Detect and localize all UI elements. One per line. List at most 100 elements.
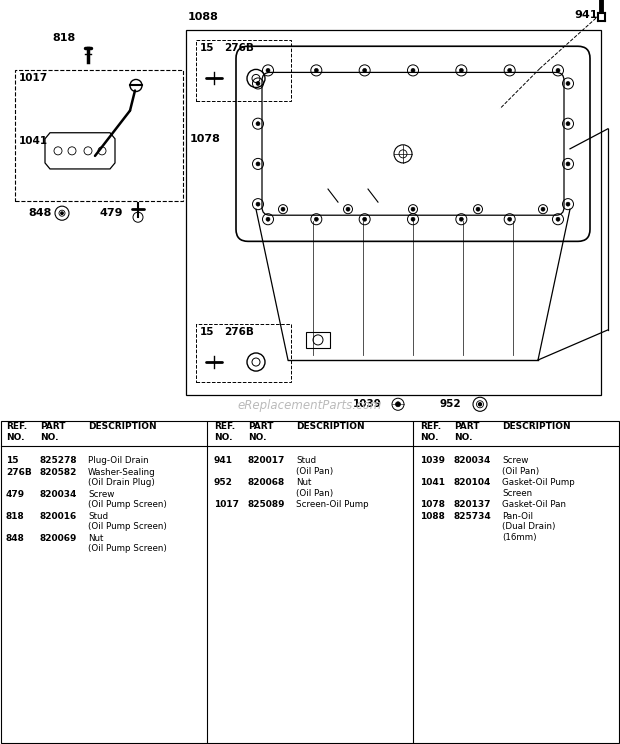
Text: 952: 952 xyxy=(440,400,462,409)
Text: 276B: 276B xyxy=(224,43,254,54)
Text: 818: 818 xyxy=(6,512,25,521)
Text: 1041: 1041 xyxy=(19,136,48,146)
Text: 1078: 1078 xyxy=(420,500,445,510)
Text: PART
NO.: PART NO. xyxy=(248,423,273,442)
Text: 479: 479 xyxy=(100,208,123,218)
Text: 1039: 1039 xyxy=(353,400,382,409)
Text: 820016: 820016 xyxy=(40,512,78,521)
Text: (Dual Drain)
(16mm): (Dual Drain) (16mm) xyxy=(502,522,556,542)
Text: (Oil Pump Screen): (Oil Pump Screen) xyxy=(88,544,167,554)
Circle shape xyxy=(346,207,350,211)
Bar xyxy=(196,324,291,382)
Circle shape xyxy=(476,207,480,211)
Circle shape xyxy=(411,207,415,211)
Circle shape xyxy=(411,217,415,221)
Circle shape xyxy=(256,81,260,86)
Text: 848: 848 xyxy=(28,208,51,218)
Text: (Oil Pan): (Oil Pan) xyxy=(502,466,539,476)
Text: Gasket-Oil Pump: Gasket-Oil Pump xyxy=(502,478,575,487)
Text: Stud: Stud xyxy=(296,456,316,465)
Text: DESCRIPTION: DESCRIPTION xyxy=(88,423,157,432)
Text: Nut: Nut xyxy=(88,533,104,542)
Text: 820034: 820034 xyxy=(40,490,78,498)
Text: 820137: 820137 xyxy=(454,500,492,510)
Circle shape xyxy=(566,202,570,206)
Text: 941: 941 xyxy=(574,10,598,20)
Circle shape xyxy=(396,402,401,407)
Text: 479: 479 xyxy=(6,490,25,498)
Text: DESCRIPTION: DESCRIPTION xyxy=(502,423,570,432)
Text: 1078: 1078 xyxy=(190,134,221,144)
Text: 820068: 820068 xyxy=(248,478,285,487)
Text: 276B: 276B xyxy=(224,327,254,337)
Text: 15: 15 xyxy=(200,43,215,54)
Circle shape xyxy=(314,68,318,72)
Text: Plug-Oil Drain: Plug-Oil Drain xyxy=(88,456,149,465)
Circle shape xyxy=(256,122,260,126)
Text: 1017: 1017 xyxy=(214,500,239,510)
Text: (Oil Pan): (Oil Pan) xyxy=(296,466,334,476)
Circle shape xyxy=(363,68,366,72)
Text: 1041: 1041 xyxy=(420,478,445,487)
Bar xyxy=(15,71,183,201)
Text: (Oil Drain Plug): (Oil Drain Plug) xyxy=(88,478,155,487)
Circle shape xyxy=(459,68,463,72)
Text: Screen-Oil Pump: Screen-Oil Pump xyxy=(296,500,369,510)
Text: 15: 15 xyxy=(6,456,19,465)
Circle shape xyxy=(266,68,270,72)
Circle shape xyxy=(508,217,512,221)
Circle shape xyxy=(256,202,260,206)
Circle shape xyxy=(411,68,415,72)
Circle shape xyxy=(508,68,512,72)
Text: 941: 941 xyxy=(214,456,233,465)
Text: 825734: 825734 xyxy=(454,512,492,521)
Text: 818: 818 xyxy=(52,33,75,43)
Text: 825278: 825278 xyxy=(40,456,78,465)
Text: Gasket-Oil Pan: Gasket-Oil Pan xyxy=(502,500,566,510)
Text: (Oil Pump Screen): (Oil Pump Screen) xyxy=(88,522,167,531)
Circle shape xyxy=(556,68,560,72)
Text: 1088: 1088 xyxy=(420,512,445,521)
Text: (Oil Pan): (Oil Pan) xyxy=(296,489,334,498)
Circle shape xyxy=(281,207,285,211)
Text: 820034: 820034 xyxy=(454,456,492,465)
Text: 1039: 1039 xyxy=(420,456,445,465)
Text: 276B: 276B xyxy=(6,468,32,477)
Text: DESCRIPTION: DESCRIPTION xyxy=(296,423,365,432)
Text: 848: 848 xyxy=(6,533,25,542)
Text: REF.
NO.: REF. NO. xyxy=(214,423,235,442)
Text: Washer-Sealing: Washer-Sealing xyxy=(88,468,156,477)
Text: PART
NO.: PART NO. xyxy=(454,423,479,442)
Circle shape xyxy=(61,212,63,214)
Text: 820069: 820069 xyxy=(40,533,78,542)
Text: Pan-Oil: Pan-Oil xyxy=(502,512,533,521)
Circle shape xyxy=(266,217,270,221)
Text: 820017: 820017 xyxy=(248,456,285,465)
Circle shape xyxy=(459,217,463,221)
Circle shape xyxy=(256,162,260,166)
Circle shape xyxy=(556,217,560,221)
Circle shape xyxy=(479,403,482,405)
Text: 825089: 825089 xyxy=(248,500,285,510)
Bar xyxy=(186,31,601,395)
Text: Screen: Screen xyxy=(502,489,532,498)
Text: Nut: Nut xyxy=(296,478,311,487)
Circle shape xyxy=(363,217,366,221)
Circle shape xyxy=(566,122,570,126)
Bar xyxy=(196,40,291,100)
Text: REF.
NO.: REF. NO. xyxy=(420,423,441,442)
Text: REF.
NO.: REF. NO. xyxy=(6,423,27,442)
Circle shape xyxy=(566,162,570,166)
Text: 1017: 1017 xyxy=(19,74,48,83)
Text: PART
NO.: PART NO. xyxy=(40,423,66,442)
Circle shape xyxy=(541,207,545,211)
Text: Screw: Screw xyxy=(502,456,528,465)
Text: (Oil Pump Screen): (Oil Pump Screen) xyxy=(88,500,167,510)
Text: 15: 15 xyxy=(200,327,215,337)
Text: Stud: Stud xyxy=(88,512,108,521)
Bar xyxy=(306,332,330,348)
Text: 952: 952 xyxy=(214,478,233,487)
Text: 820582: 820582 xyxy=(40,468,78,477)
Text: eReplacementParts.com: eReplacementParts.com xyxy=(238,400,382,412)
Text: 820104: 820104 xyxy=(454,478,492,487)
